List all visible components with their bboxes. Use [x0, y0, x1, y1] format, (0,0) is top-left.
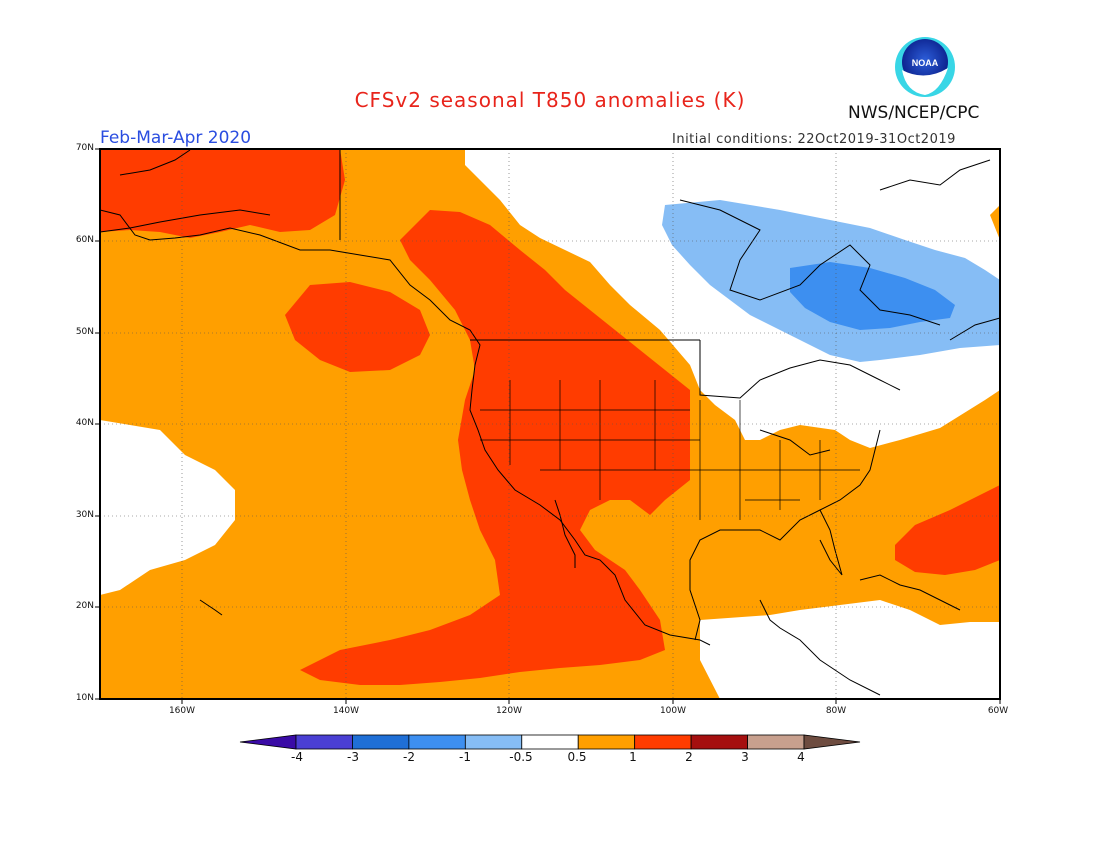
colorbar-segment [295, 734, 353, 750]
colorbar [239, 734, 861, 750]
strong-warm-atlantic [895, 485, 1000, 575]
neutral-caribbean [700, 600, 1000, 699]
lon-label: 160W [168, 706, 196, 716]
colorbar-segment [747, 734, 805, 750]
colorbar-segment [521, 734, 579, 750]
colorbar-segment [464, 734, 523, 750]
colorbar-label: 3 [741, 750, 749, 764]
lat-label: 20N [75, 601, 94, 611]
colorbar-label: 2 [685, 750, 693, 764]
lon-label: 140W [332, 706, 360, 716]
colorbar-segment [577, 734, 636, 750]
lon-label: 60W [987, 706, 1009, 716]
strong-warm-gulf-of-alaska [285, 282, 430, 372]
colorbar-segment [690, 734, 748, 750]
colorbar-label: -1 [459, 750, 471, 764]
colorbar-label: -2 [403, 750, 415, 764]
lon-label: 80W [825, 706, 847, 716]
lat-label: 70N [75, 143, 94, 153]
map-title: CFSv2 seasonal T850 anomalies (K) [354, 88, 746, 112]
colorbar-label: 1 [629, 750, 637, 764]
agency-label: NWS/NCEP/CPC [848, 103, 980, 123]
forecast-period: Feb-Mar-Apr 2020 [100, 128, 252, 148]
colorbar-segment [408, 734, 466, 750]
colorbar-label: 4 [797, 750, 805, 764]
state-borders [480, 380, 860, 520]
colorbar-label: -4 [291, 750, 303, 764]
lon-label: 100W [659, 706, 687, 716]
lat-label: 10N [75, 693, 94, 703]
lat-label: 50N [75, 327, 94, 337]
lat-label: 30N [75, 510, 94, 520]
colorbar-arrow-low [239, 734, 297, 750]
colorbar-arrow-high [803, 734, 861, 750]
coastlines [100, 149, 1000, 696]
colorbar-label: 0.5 [567, 750, 587, 764]
lat-label: 40N [75, 418, 94, 428]
strong-warm-western-us [300, 210, 690, 685]
strong-warm-alaska [100, 149, 345, 238]
colorbar-segment [352, 734, 410, 750]
lon-label: 120W [495, 706, 523, 716]
initial-conditions: Initial conditions: 22Oct2019-31Oct2019 [672, 132, 956, 147]
lat-label: 60N [75, 235, 94, 245]
cooler-anomaly-hudson [790, 262, 955, 330]
colorbar-label: -0.5 [509, 750, 533, 764]
colorbar-label: -3 [347, 750, 359, 764]
neutral-pacific-west [100, 420, 235, 595]
colorbar-segment [634, 734, 692, 750]
